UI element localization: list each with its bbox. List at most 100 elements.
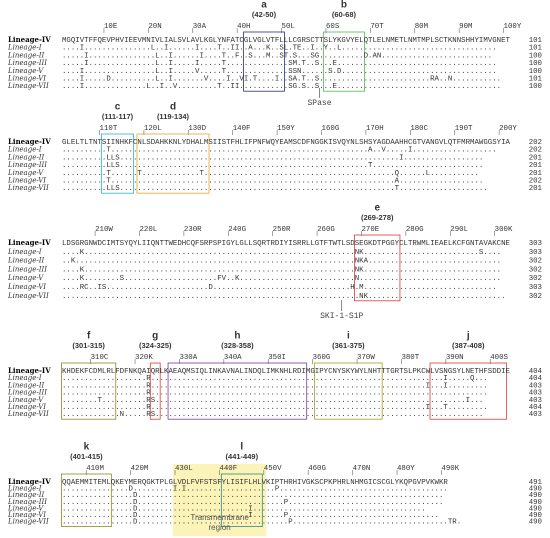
lineage-name: Lineage-II [7, 257, 44, 265]
motif-range: (387-408) [452, 341, 485, 350]
sequence: ..........T.............................… [62, 177, 483, 185]
residue-count: 302 [529, 258, 542, 266]
sequence: ....RC..IS.......................D......… [62, 284, 497, 292]
ruler-label: 340A [224, 354, 242, 362]
ruler-label: 430L [175, 465, 193, 473]
motif-letter: i [347, 331, 350, 342]
sequence: ....I.....D..........L..I.......V....I..… [62, 75, 501, 83]
motif-letter: e [374, 203, 380, 214]
sequence: ...................R....................… [62, 404, 488, 412]
ruler-label: 30A [193, 23, 207, 31]
transmembrane-label: Transmembrane [190, 513, 249, 522]
ruler-label: 260G [317, 226, 335, 234]
lineage-name: Lineage-II [7, 381, 44, 389]
sequence: .............N.....RS...................… [62, 411, 483, 419]
motif-range: (324-325) [139, 341, 172, 350]
lineage-name: Lineage-I [7, 248, 42, 256]
ruler-label: 20N [148, 23, 161, 31]
residue-count: 201 [529, 170, 543, 178]
ruler-label: 280G [406, 226, 424, 234]
residue-count: 202 [529, 139, 542, 147]
residue-count: 404 [529, 368, 543, 376]
lineage-name: Lineage-I [7, 44, 42, 52]
motif-range: (328-358) [221, 341, 254, 350]
sequence: ...................R....................… [62, 375, 488, 383]
transmembrane-label: region [208, 523, 230, 532]
residue-count: 201 [529, 154, 543, 162]
motif-range: (401-415) [70, 452, 103, 461]
sequence: QQAEMMITEMLQKEYMERQGKTPLGLVDLFVFSTSFYLIS… [62, 479, 448, 487]
residue-count: 201 [529, 162, 543, 170]
sequence: ...................R....................… [62, 390, 488, 398]
sequence: LDSGRGNWDCIMTSYQYLIIQNTTWEDHCQFSRPSPIGYL… [62, 240, 511, 248]
spase-label: SPase [308, 99, 332, 108]
residue-count: 303 [529, 284, 542, 292]
residue-count: 100 [529, 52, 542, 60]
sequence: ........T..........RS...................… [62, 397, 483, 405]
motif-letter: d [170, 102, 176, 113]
ruler-label: 200Y [499, 125, 517, 133]
motif-letter: c [115, 102, 121, 113]
sequence: ...................R....................… [62, 382, 488, 390]
sequence: ....K...................................… [62, 249, 501, 257]
ruler-label: 150Y [277, 125, 295, 133]
motif-range: (60-68) [332, 10, 357, 19]
residue-count: 490 [529, 519, 542, 527]
ruler-label: 80M [415, 23, 428, 31]
lineage-name: Lineage-I [7, 485, 42, 493]
lineage-name: Lineage-II [7, 51, 44, 59]
lineage-name: Lineage-IV [8, 35, 51, 44]
sequence: ....I...............L..I......I....T..II… [62, 45, 497, 53]
sequence: ..K.....................................… [62, 258, 501, 266]
lineage-name: Lineage-V [7, 504, 44, 512]
lineage-name: Lineage-II [7, 491, 44, 499]
sequence: MGQIVTFFQEVPHVIEEVMNIVLIALSVLAVLKGLYNFAT… [62, 37, 511, 45]
lineage-name: Lineage-VI [7, 283, 46, 291]
motif-box [61, 473, 112, 527]
lineage-name: Lineage-VII [7, 292, 49, 300]
residue-count: 490 [529, 512, 542, 520]
sequence: ...............D.........I.I............… [62, 486, 448, 494]
lineage-name: Lineage-VI [7, 75, 46, 83]
lineage-name: Lineage-IV [8, 137, 51, 146]
ruler-label: 90M [459, 23, 472, 31]
residue-count: 101 [529, 75, 543, 83]
motif-box [220, 473, 263, 527]
ruler-label: 230R [184, 226, 202, 234]
residue-count: 202 [529, 177, 542, 185]
ruler-label: 490K [441, 465, 459, 473]
lineage-name: Lineage-VI [7, 511, 46, 519]
lineage-name: Lineage-III [7, 59, 47, 67]
sequence: ....K...................................… [62, 266, 501, 274]
motif-box [314, 362, 383, 420]
ruler-label: 440F [219, 465, 237, 473]
ruler-label: 110T [100, 125, 118, 133]
sequence: ..........LLS...........................… [62, 185, 488, 193]
ruler-label: 290L [450, 226, 468, 234]
motif-letter: a [261, 0, 267, 11]
motif-box [429, 362, 507, 420]
residue-count: 403 [529, 390, 542, 398]
sequence: ................D.......................… [62, 512, 439, 520]
lineage-name: Lineage-IV [8, 238, 51, 247]
ruler-label: 310C [91, 354, 109, 362]
sequence: ....K........S.....................FV..K… [62, 275, 501, 283]
residue-count: 100 [529, 68, 542, 76]
residue-count: 100 [529, 83, 542, 91]
motif-box [61, 362, 117, 420]
sequence: GLELTLTNTSIINHKFCNLSDAHKKNLYDHALMSIISTFH… [62, 139, 511, 147]
ruler-label: 450V [264, 465, 282, 473]
sequence: ..........T.............................… [62, 147, 497, 155]
lineage-name: Lineage-VII [7, 82, 49, 90]
residue-count: 302 [529, 275, 542, 283]
sequence: ....I..............L..I..V.........T..II… [62, 83, 501, 91]
motif-letter: h [234, 331, 240, 342]
sequence: ................D.......................… [62, 492, 443, 500]
sequence: ..........T......T.............T........… [62, 170, 479, 178]
residue-count: 490 [529, 505, 542, 513]
lineage-name: Lineage-II [7, 153, 44, 161]
ruler-label: 370W [357, 354, 375, 362]
ruler-label: 410M [86, 465, 104, 473]
ruler-label: 360G [313, 354, 331, 362]
residue-count: 100 [529, 60, 542, 68]
